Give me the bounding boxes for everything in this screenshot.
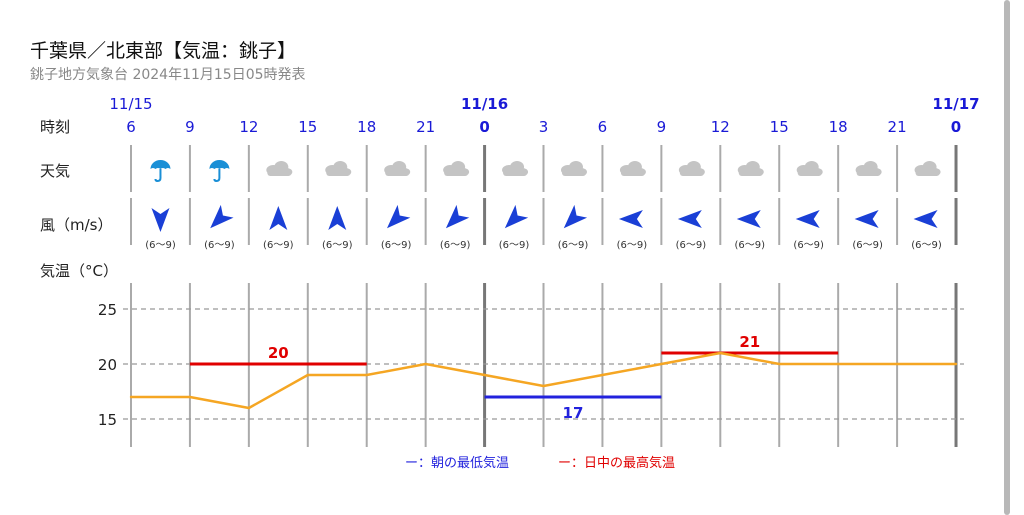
hour-label: 18 [357, 118, 376, 136]
cloud-icon [737, 161, 764, 176]
hour-label: 9 [657, 118, 667, 136]
wind-speed-label: (6～9) [676, 240, 707, 251]
cloud-icon [325, 161, 352, 176]
wind-speed-label: (6～9) [852, 240, 883, 251]
cloud-icon [384, 161, 411, 176]
page-subtitle: 銚子地方気象台 2024年11月15日05時発表 [30, 67, 306, 83]
wind-speed-label: (6～9) [145, 240, 176, 251]
cloud-icon [502, 161, 529, 176]
cloud-icon [266, 161, 293, 176]
cloud-icon [855, 161, 882, 176]
daytime-max-label: 21 [739, 333, 760, 351]
wind-arrow-icon [210, 204, 234, 229]
temperature-point [306, 373, 309, 377]
wind-arrow-icon [677, 210, 702, 228]
wind-speed-label: (6～9) [617, 240, 648, 251]
temperature-point [129, 395, 133, 399]
hour-label: 21 [888, 118, 907, 136]
hour-label: 15 [298, 118, 317, 136]
date-label: 11/15 [109, 95, 152, 113]
morning-min-label: 17 [563, 404, 584, 422]
umbrella-icon [209, 160, 230, 183]
daytime-max-label: 20 [268, 344, 289, 362]
temperature-point [601, 373, 604, 377]
wind-row-label: 風（m/s） [40, 216, 112, 234]
wind-speed-label: (6～9) [734, 240, 765, 251]
wind-speed-label: (6～9) [911, 240, 942, 251]
hour-label: 0 [479, 118, 489, 136]
wind-arrow-icon [328, 206, 347, 230]
wind-arrow-icon [151, 208, 170, 232]
y-tick-label: 20 [98, 356, 117, 374]
y-tick-labels: 15 20 25 [98, 301, 117, 429]
wind-speed-label: (6～9) [793, 240, 824, 251]
grid-vertical-lines [130, 145, 958, 447]
hour-label: 0 [951, 118, 961, 136]
y-tick-label: 15 [98, 411, 117, 429]
cloud-icon [796, 161, 823, 176]
legend-min: ー：朝の最低気温 [405, 455, 509, 471]
wind-speed-label: (6～9) [263, 240, 294, 251]
umbrella-icon [150, 160, 171, 183]
wind-arrow-icon [445, 204, 470, 229]
legend-max: ー：日中の最高気温 [558, 455, 675, 471]
temperature-point [719, 351, 722, 355]
time-row-label: 時刻 [40, 118, 70, 136]
temp-row-label: 気温（°C） [40, 262, 118, 280]
temperature-point [188, 395, 192, 399]
wind-speed-label: (6～9) [440, 240, 471, 251]
wind-arrow-icon [504, 204, 529, 229]
y-tick-label: 25 [98, 301, 117, 319]
wind-arrow-icon [854, 210, 879, 228]
hour-label: 6 [126, 118, 136, 136]
cloud-icon [560, 161, 587, 176]
scrollbar[interactable] [1004, 0, 1010, 515]
temperature-point [836, 362, 840, 366]
hour-label: 15 [770, 118, 789, 136]
temperature-point [247, 406, 251, 410]
temperature-point [483, 373, 486, 377]
temperature-point [895, 362, 899, 366]
temperature-point [424, 362, 427, 366]
cloud-icon [678, 161, 705, 176]
date-labels: 11/15 11/16 11/17 [109, 95, 979, 113]
cloud-icon [443, 161, 470, 176]
temperature-point [660, 362, 663, 366]
hour-label: 12 [239, 118, 258, 136]
hour-labels: 6 9 12 15 18 21 0 3 6 9 12 15 18 21 0 [126, 118, 961, 136]
temperature-point [954, 362, 958, 366]
cloud-icon [914, 161, 941, 176]
hour-label: 6 [598, 118, 608, 136]
page-title: 千葉県／北東部【気温：銚子】 [30, 40, 297, 62]
wind-arrow-icon [386, 204, 411, 229]
wind-arrows: (6～9) (6～9) (6～9) (6～9) (6～9) (6～9) (6～9) (6～9)… [145, 204, 942, 251]
hour-label: 18 [829, 118, 848, 136]
date-label: 11/17 [932, 95, 979, 113]
wind-arrow-icon [913, 210, 938, 228]
hour-label: 21 [416, 118, 435, 136]
weather-row-label: 天気 [40, 162, 70, 180]
temperature-point [778, 362, 781, 366]
hour-label: 9 [185, 118, 195, 136]
wind-arrow-icon [618, 210, 643, 228]
hour-label: 12 [711, 118, 730, 136]
cloud-icon [619, 161, 646, 176]
wind-speed-label: (6～9) [558, 240, 589, 251]
wind-arrow-icon [563, 204, 588, 229]
wind-speed-label: (6～9) [499, 240, 530, 251]
date-label: 11/16 [461, 95, 508, 113]
wind-speed-label: (6～9) [322, 240, 353, 251]
wind-speed-label: (6～9) [204, 240, 235, 251]
weather-icons [150, 160, 941, 183]
min-max-lines: 20 21 17 [189, 333, 839, 422]
wind-arrow-icon [269, 206, 288, 230]
hour-label: 3 [539, 118, 549, 136]
temperature-point [365, 373, 368, 377]
wind-arrow-icon [736, 210, 761, 228]
temp-series [129, 351, 958, 410]
wind-speed-label: (6～9) [381, 240, 412, 251]
wind-arrow-icon [795, 210, 820, 228]
temperature-point [542, 384, 545, 388]
